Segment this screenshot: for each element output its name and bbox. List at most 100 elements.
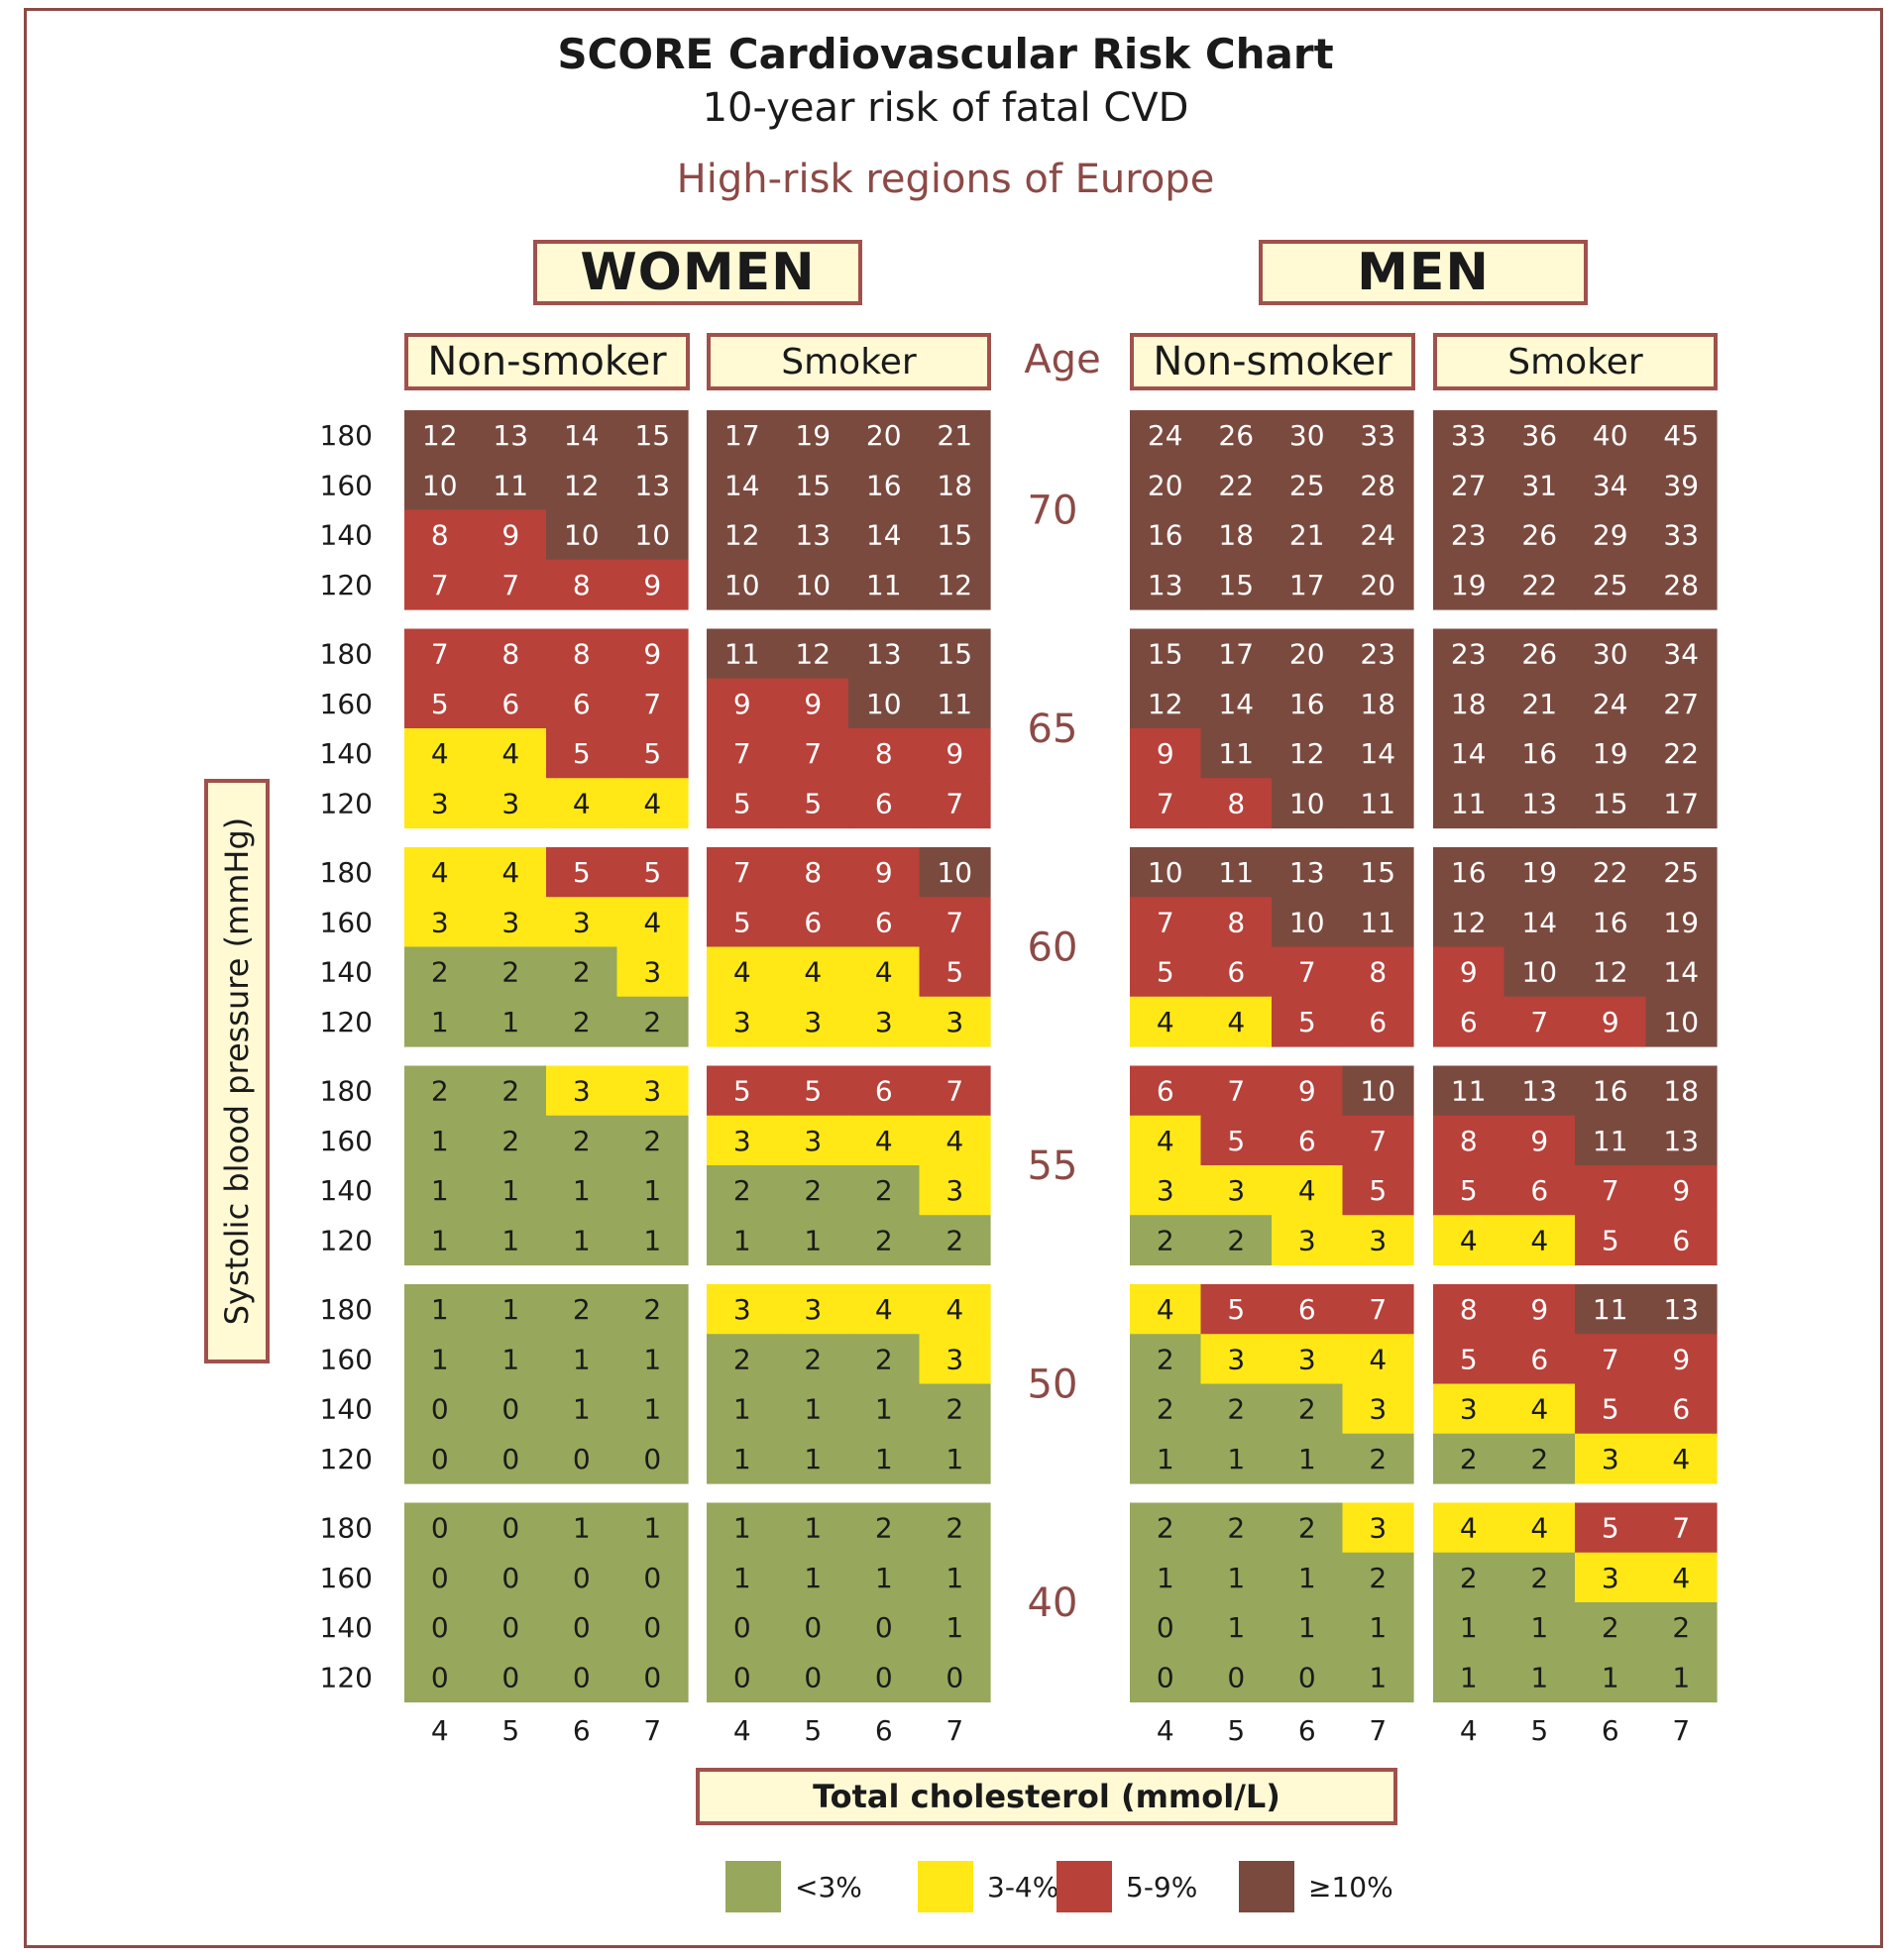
risk-cell <box>777 996 849 1047</box>
risk-cell <box>616 1502 689 1554</box>
risk-value: 34 <box>1593 469 1628 501</box>
bp-tick-label: 180 <box>320 419 373 452</box>
risk-value: 7 <box>946 906 963 938</box>
risk-cell <box>1503 678 1576 729</box>
risk-value: 3 <box>501 906 519 938</box>
risk-cell <box>777 678 849 729</box>
risk-value: 2 <box>1369 1443 1387 1475</box>
risk-cell <box>616 678 689 729</box>
risk-cell <box>475 509 547 561</box>
risk-cell <box>1433 778 1505 829</box>
risk-cell <box>1575 1165 1647 1216</box>
cholesterol-tick-label: 6 <box>573 1714 591 1747</box>
men-nonsmoker-label: Non-smoker <box>1130 333 1415 390</box>
risk-value: 10 <box>724 569 760 601</box>
risk-cell <box>1575 628 1647 680</box>
risk-value: 4 <box>1298 1174 1316 1207</box>
chart-title: SCORE Cardiovascular Risk Chart <box>557 30 1334 78</box>
risk-value: 11 <box>1218 737 1254 770</box>
risk-cell <box>777 1215 849 1266</box>
risk-value: 19 <box>1663 906 1699 938</box>
risk-cell <box>1433 1502 1505 1554</box>
risk-cell <box>1503 1115 1576 1166</box>
risk-value: 10 <box>1289 787 1325 819</box>
risk-value: 13 <box>1521 787 1557 819</box>
risk-cell <box>546 628 618 680</box>
legend-swatch <box>725 1861 781 1912</box>
risk-cell <box>1503 410 1576 461</box>
risk-cell <box>404 1115 477 1166</box>
risk-cell <box>1645 1334 1718 1385</box>
risk-cell <box>1130 410 1202 461</box>
risk-cell <box>848 509 921 561</box>
risk-value: 11 <box>1593 1293 1628 1326</box>
risk-value: 2 <box>1602 1611 1619 1644</box>
risk-cell <box>1272 728 1344 779</box>
legend-label: <3% <box>795 1870 862 1904</box>
risk-cell <box>1130 1383 1202 1435</box>
risk-cell <box>1272 460 1344 511</box>
risk-value: 0 <box>643 1562 661 1594</box>
risk-value: 2 <box>946 1512 963 1545</box>
risk-cell <box>1575 1602 1647 1653</box>
risk-cell <box>919 1115 991 1166</box>
legend-item-green: <3% <box>725 1861 862 1912</box>
risk-value: 0 <box>431 1443 449 1475</box>
risk-cell <box>1575 778 1647 829</box>
risk-cell <box>1130 1433 1202 1484</box>
risk-value: 12 <box>422 419 458 452</box>
risk-value: 15 <box>1360 856 1395 889</box>
risk-cell <box>1342 410 1414 461</box>
risk-value: 0 <box>573 1443 591 1475</box>
risk-value: 13 <box>1289 856 1325 889</box>
risk-value: 40 <box>1593 419 1628 452</box>
risk-value: 1 <box>804 1443 822 1475</box>
risk-cell <box>475 678 547 729</box>
risk-cell <box>1575 847 1647 898</box>
risk-cell <box>1130 778 1202 829</box>
risk-value: 5 <box>733 906 751 938</box>
risk-value: 4 <box>501 856 519 889</box>
risk-cell <box>475 1165 547 1216</box>
risk-value: 8 <box>573 569 591 601</box>
risk-cell <box>1130 1115 1202 1166</box>
risk-value: 13 <box>1663 1293 1699 1326</box>
risk-cell <box>1200 1383 1273 1435</box>
risk-value: 5 <box>733 787 751 819</box>
risk-cell <box>1272 1065 1344 1117</box>
risk-cell <box>1433 1334 1505 1385</box>
risk-cell <box>1433 410 1505 461</box>
risk-value: 19 <box>795 419 831 452</box>
risk-cell <box>1342 1602 1414 1653</box>
risk-cell <box>546 1652 618 1703</box>
risk-cell <box>919 728 991 779</box>
risk-cell <box>777 847 849 898</box>
risk-value: 24 <box>1148 419 1183 452</box>
risk-cell <box>848 1602 921 1653</box>
risk-value: 5 <box>1298 1006 1316 1038</box>
risk-cell <box>848 1502 921 1554</box>
risk-cell <box>707 996 779 1047</box>
risk-cell <box>848 1552 921 1603</box>
risk-value: 3 <box>1298 1224 1316 1256</box>
risk-cell <box>1645 897 1718 948</box>
risk-cell <box>1272 410 1344 461</box>
risk-value: 1 <box>1369 1611 1387 1644</box>
cholesterol-tick-label: 7 <box>1672 1714 1690 1747</box>
risk-cell <box>1503 1065 1576 1117</box>
risk-cell <box>1342 1115 1414 1166</box>
risk-value: 4 <box>1157 1293 1174 1326</box>
risk-value: 2 <box>875 1224 893 1256</box>
risk-cell <box>848 847 921 898</box>
bp-tick-label: 160 <box>320 688 373 720</box>
risk-value: 10 <box>1663 1006 1699 1038</box>
risk-cell <box>1200 1652 1273 1703</box>
risk-cell <box>1342 628 1414 680</box>
risk-value: 21 <box>937 419 972 452</box>
risk-value: 8 <box>1227 906 1245 938</box>
risk-cell <box>1200 1215 1273 1266</box>
risk-cell <box>848 996 921 1047</box>
risk-value: 1 <box>1530 1611 1548 1644</box>
risk-value: 2 <box>804 1174 822 1207</box>
risk-cell <box>919 628 991 680</box>
